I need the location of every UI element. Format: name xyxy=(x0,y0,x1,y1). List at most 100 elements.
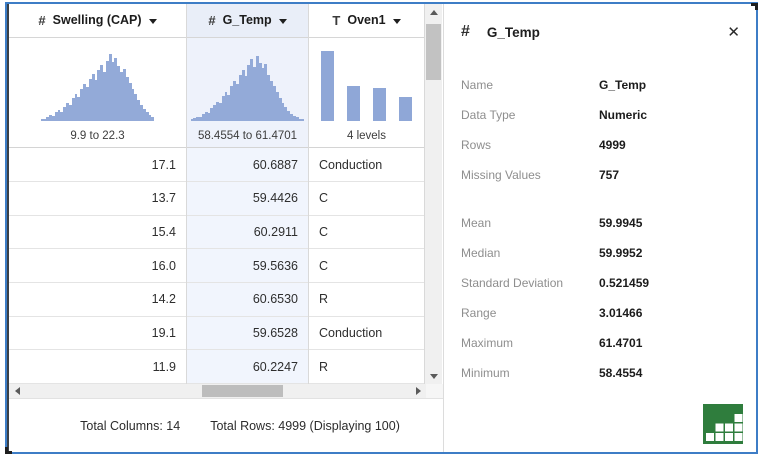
scroll-left-button[interactable] xyxy=(9,384,25,398)
stat-value: 4999 xyxy=(599,138,626,152)
histogram-bar xyxy=(230,85,234,121)
data-table-widget: # Swelling (CAP) 9.9 to 22.3 17.1 13.7 15.4 16… xyxy=(5,2,758,454)
table-cell[interactable]: 59.5636 xyxy=(187,249,308,284)
histogram-bar xyxy=(137,99,141,121)
column-name: Oven1 xyxy=(347,13,386,28)
table-cell[interactable]: R xyxy=(309,350,424,384)
horizontal-scrollbar[interactable] xyxy=(9,384,443,399)
total-rows-text: Total Rows: 4999 (Displaying 100) xyxy=(210,418,400,433)
level-bar xyxy=(347,86,360,121)
histogram-bar xyxy=(247,65,251,121)
table-cell[interactable]: 60.6530 xyxy=(187,283,308,317)
scroll-down-button[interactable] xyxy=(425,369,442,383)
table-cell[interactable]: 11.9 xyxy=(9,350,186,384)
table-cell[interactable]: 59.4426 xyxy=(187,182,308,216)
status-bar: Total Columns: 14 Total Rows: 4999 (Disp… xyxy=(9,399,443,452)
scroll-right-button[interactable] xyxy=(410,384,426,398)
triangle-up-icon xyxy=(429,9,438,15)
histogram-bar xyxy=(60,111,64,121)
column-range-label: 4 levels xyxy=(309,125,424,149)
level-bar xyxy=(399,96,412,121)
stats-list: Name G_Temp Data Type Numeric Rows 4999 Missin… xyxy=(461,78,740,380)
triangle-down-icon xyxy=(429,373,438,379)
table-cell[interactable]: 17.1 xyxy=(9,148,186,183)
table-cell[interactable]: 59.6528 xyxy=(187,316,308,351)
table-cell[interactable]: 60.2247 xyxy=(187,350,308,384)
histogram-bar xyxy=(94,80,98,121)
stat-value: 59.9952 xyxy=(599,246,643,260)
histogram-bar xyxy=(196,116,200,121)
histogram-bar xyxy=(77,96,81,121)
table-cell[interactable]: 16.0 xyxy=(9,249,186,284)
table-cell[interactable]: 14.2 xyxy=(9,283,186,317)
histogram-bar xyxy=(278,97,282,121)
histogram-bar xyxy=(100,64,104,121)
histogram-bar xyxy=(108,54,112,121)
histogram-bar xyxy=(213,104,217,121)
table-cell[interactable]: 13.7 xyxy=(9,182,186,216)
column-g-temp: # G_Temp 58.4554 to 61.4701 60.6887 59.4426 6… xyxy=(187,4,309,384)
histogram-blocks-icon[interactable] xyxy=(703,404,743,444)
scrollbar-corner xyxy=(426,384,443,398)
selection-handle-top-right[interactable] xyxy=(751,3,758,10)
column-header-g-temp[interactable]: # G_Temp xyxy=(187,4,308,38)
table-cell[interactable]: C xyxy=(309,249,424,284)
column-oven1: T Oven1 4 levels Conduction C C C R Conduction R xyxy=(309,4,425,384)
chevron-down-icon[interactable] xyxy=(392,18,401,24)
table-cell[interactable]: Conduction xyxy=(309,148,424,183)
close-icon[interactable]: ✕ xyxy=(727,23,740,41)
histogram-bar xyxy=(258,62,262,121)
table-cell[interactable]: C xyxy=(309,215,424,250)
table-cell[interactable]: 60.2911 xyxy=(187,215,308,250)
stat-label: Minimum xyxy=(461,366,510,380)
histogram-bar xyxy=(295,117,299,121)
table-cell[interactable]: C xyxy=(309,182,424,216)
histogram-bar xyxy=(255,56,259,121)
chevron-down-icon[interactable] xyxy=(148,18,157,24)
chevron-down-icon[interactable] xyxy=(278,18,287,24)
histogram-bar xyxy=(140,104,143,121)
column-header-oven1[interactable]: T Oven1 xyxy=(309,4,424,38)
stat-row: Missing Values 757 xyxy=(461,168,740,182)
table-cell[interactable]: 19.1 xyxy=(9,316,186,351)
histogram-bar xyxy=(131,88,135,121)
numeric-type-icon: # xyxy=(461,23,470,40)
table-cell[interactable]: 15.4 xyxy=(9,215,186,250)
table-cell[interactable]: R xyxy=(309,283,424,317)
selection-handle-bottom-left[interactable] xyxy=(5,447,12,454)
scroll-up-button[interactable] xyxy=(425,5,442,19)
table-cell[interactable]: 60.6887 xyxy=(187,148,308,183)
stat-value: 61.4701 xyxy=(599,336,643,350)
histogram-bar xyxy=(244,75,248,121)
histogram-bar xyxy=(125,77,129,121)
column-header-swelling-cap[interactable]: # Swelling (CAP) xyxy=(9,4,186,38)
horizontal-scroll-thumb[interactable] xyxy=(202,385,283,397)
stat-value: 58.4554 xyxy=(599,366,643,380)
histogram-bar xyxy=(207,113,211,121)
histogram-bar xyxy=(201,114,205,121)
columns-container: # Swelling (CAP) 9.9 to 22.3 17.1 13.7 15.4 16… xyxy=(9,4,425,384)
stat-label: Mean xyxy=(461,216,492,230)
histogram-bar xyxy=(227,94,231,121)
histogram-bar xyxy=(298,118,302,121)
table-cell[interactable]: Conduction xyxy=(309,316,424,351)
histogram-bar xyxy=(88,78,92,121)
histogram-bar xyxy=(151,117,155,121)
stat-row: Minimum 58.4554 xyxy=(461,366,740,380)
stat-label: Rows xyxy=(461,138,492,152)
histogram-bar xyxy=(86,87,89,121)
stat-label: Range xyxy=(461,306,497,320)
stat-label: Data Type xyxy=(461,108,516,122)
histogram-bar xyxy=(114,57,118,121)
histogram-bar xyxy=(193,117,197,121)
stat-row: Maximum 61.4701 xyxy=(461,336,740,350)
panel-header: # G_Temp ✕ xyxy=(461,20,740,44)
histogram-bar xyxy=(40,119,44,121)
level-bar xyxy=(321,50,334,121)
vertical-scroll-thumb[interactable] xyxy=(426,24,441,80)
histogram-bar xyxy=(250,59,254,121)
histogram-bar xyxy=(261,68,265,121)
histogram-bar xyxy=(49,115,52,121)
horizontal-scroll-track[interactable] xyxy=(25,384,410,398)
vertical-scrollbar[interactable] xyxy=(425,4,442,384)
